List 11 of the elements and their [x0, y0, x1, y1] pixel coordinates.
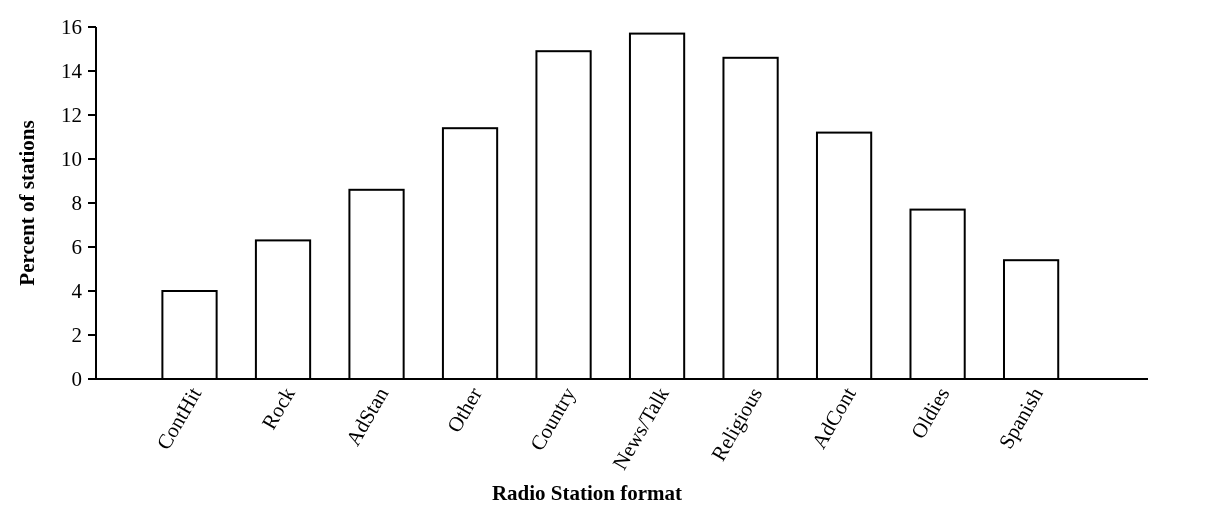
- y-tick-label: 14: [61, 59, 83, 84]
- y-tick-label: 2: [71, 323, 82, 348]
- y-tick-label: 12: [61, 103, 82, 128]
- y-tick-label: 6: [71, 235, 82, 260]
- y-tick-label: 10: [61, 147, 82, 172]
- y-tick-label: 4: [71, 279, 83, 304]
- x-axis-title: Radio Station format: [491, 481, 683, 505]
- y-axis-title: Percent of stations: [15, 120, 39, 286]
- y-tick-label: 0: [71, 367, 82, 392]
- y-tick-label: 8: [71, 191, 82, 216]
- y-tick-label: 16: [61, 15, 82, 40]
